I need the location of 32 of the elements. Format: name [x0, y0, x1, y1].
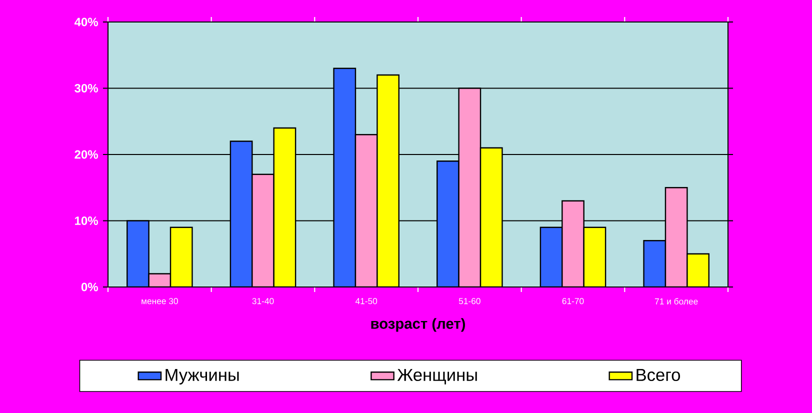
legend-label: Женщины: [397, 368, 477, 384]
x-tick-label: менее 30: [142, 298, 178, 304]
bar: [664, 187, 688, 287]
y-tick-label: 30%: [74, 84, 98, 92]
bar: [540, 226, 563, 287]
y-tick-label: 0%: [81, 282, 98, 292]
bar: [458, 88, 482, 287]
bar: [686, 253, 710, 287]
bar: [126, 220, 150, 287]
y-tick-label: 10%: [75, 216, 98, 226]
bar: [170, 226, 193, 287]
bar: [643, 240, 666, 287]
bar: [436, 160, 460, 287]
x-tick-label: 61-70: [562, 298, 584, 304]
x-axis-title: возраст (лет): [371, 318, 466, 332]
y-tick-label: 40%: [74, 18, 98, 26]
legend-label: Мужчины: [166, 368, 239, 384]
x-tick-label: 41-50: [355, 298, 378, 304]
y-tick-label: 20%: [74, 150, 98, 159]
bar: [273, 127, 296, 287]
bar: [480, 147, 503, 287]
bar: [252, 174, 274, 287]
x-tick-label: 51-60: [458, 298, 480, 304]
bar: [583, 226, 606, 287]
x-tick-label: 31-40: [252, 298, 274, 304]
bar: [230, 140, 253, 287]
bar: [334, 68, 356, 287]
bar: [562, 200, 584, 287]
legend-label: Всего: [636, 368, 680, 382]
bar: [377, 75, 399, 287]
bar: [355, 134, 378, 287]
x-tick-label: 71 и более: [654, 298, 698, 304]
